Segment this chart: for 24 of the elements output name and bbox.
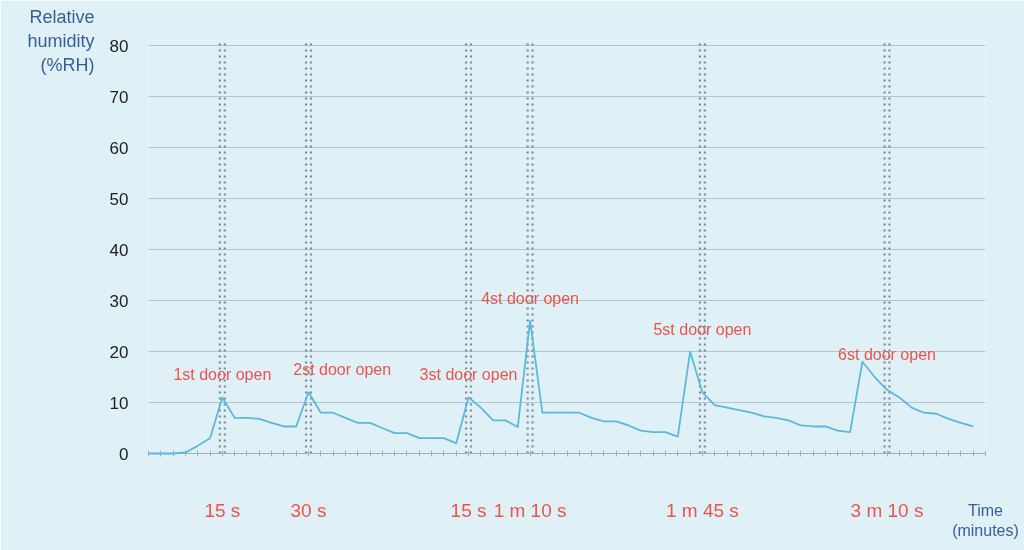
x-axis-title: Time (minutes): [952, 501, 1019, 539]
y-tick-label: 0: [119, 444, 129, 464]
annotation: 1st door open: [173, 366, 272, 384]
y-tick-label: 30: [109, 291, 129, 311]
x-tick-label: 1 m 45 s: [665, 499, 739, 521]
annotation: 4st door open: [481, 289, 580, 307]
y-tick-label: 10: [109, 393, 129, 413]
annotation: 2st door open: [293, 361, 392, 379]
annotation: 5st door open: [653, 320, 752, 338]
y-tick-label: 20: [109, 342, 129, 362]
y-tick-label: 40: [109, 240, 129, 260]
y-tick-label: 80: [109, 36, 129, 56]
annotation: 3st door open: [419, 366, 518, 384]
x-tick-label: 3 m 10 s: [850, 499, 924, 521]
annotation: 6st door open: [838, 346, 936, 364]
x-tick-label: 1 m 10 s: [493, 499, 567, 521]
y-tick-label: 70: [109, 87, 129, 107]
line-series: [147, 320, 975, 455]
y-axis-title: Relative humidity (%RH): [27, 6, 95, 75]
x-tick-label: 30 s: [290, 499, 327, 521]
x-tick-label: 15 s: [450, 499, 487, 521]
x-tick-label: 15 s: [204, 499, 241, 521]
y-tick-label: 60: [109, 138, 129, 158]
y-tick-label: 50: [109, 189, 129, 209]
